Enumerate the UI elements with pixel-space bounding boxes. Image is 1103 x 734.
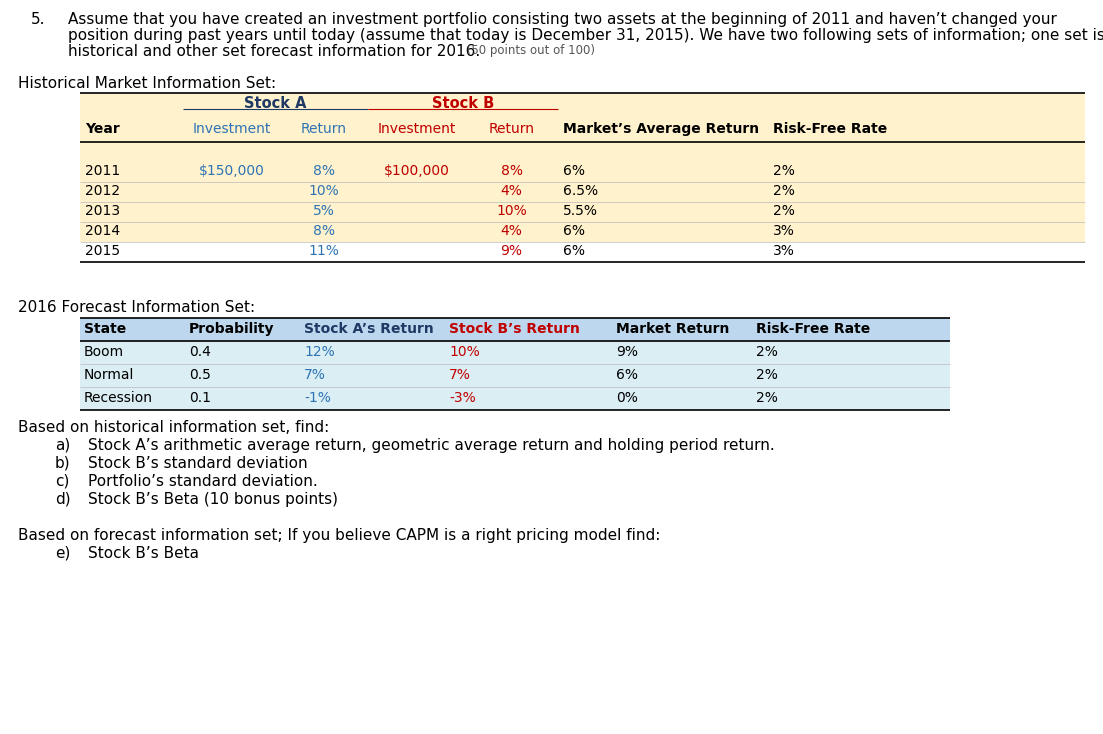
Text: 10%: 10%	[496, 204, 527, 218]
Text: 6%: 6%	[563, 244, 585, 258]
Text: State: State	[84, 322, 126, 336]
Text: Stock A: Stock A	[244, 96, 307, 111]
Text: -1%: -1%	[304, 391, 331, 405]
Text: Stock B’s Beta: Stock B’s Beta	[88, 546, 199, 561]
Text: 2%: 2%	[773, 204, 795, 218]
Text: 6%: 6%	[615, 368, 638, 382]
Text: d): d)	[55, 492, 71, 507]
Text: 0.5: 0.5	[189, 368, 211, 382]
Text: b): b)	[55, 456, 71, 471]
Text: 2%: 2%	[773, 184, 795, 198]
Text: $150,000: $150,000	[199, 164, 265, 178]
Text: Return: Return	[489, 122, 535, 136]
Text: Stock B’s Beta (10 bonus points): Stock B’s Beta (10 bonus points)	[88, 492, 338, 507]
Text: 2%: 2%	[756, 345, 778, 359]
Text: 2014: 2014	[85, 224, 120, 238]
Text: 9%: 9%	[501, 244, 523, 258]
Text: $100,000: $100,000	[384, 164, 449, 178]
Text: 7%: 7%	[304, 368, 325, 382]
Text: Investment: Investment	[192, 122, 270, 136]
Text: 2011: 2011	[85, 164, 120, 178]
Text: historical and other set forecast information for 2016.: historical and other set forecast inform…	[68, 44, 480, 59]
Text: Boom: Boom	[84, 345, 125, 359]
Text: Recession: Recession	[84, 391, 153, 405]
Text: Historical Market Information Set:: Historical Market Information Set:	[18, 76, 276, 91]
Text: 7%: 7%	[449, 368, 471, 382]
Text: 0%: 0%	[615, 391, 638, 405]
Text: 0.1: 0.1	[189, 391, 211, 405]
Text: 3%: 3%	[773, 244, 795, 258]
Text: 5.: 5.	[31, 12, 45, 27]
Text: 11%: 11%	[309, 244, 340, 258]
Text: 10%: 10%	[309, 184, 340, 198]
Text: 6.5%: 6.5%	[563, 184, 598, 198]
Text: 8%: 8%	[313, 224, 335, 238]
Text: 6%: 6%	[563, 164, 585, 178]
Text: Stock A’s arithmetic average return, geometric average return and holding period: Stock A’s arithmetic average return, geo…	[88, 438, 774, 453]
Text: Stock B’s standard deviation: Stock B’s standard deviation	[88, 456, 308, 471]
Bar	[81, 341, 950, 364]
Text: 2012: 2012	[85, 184, 120, 198]
Text: 2016 Forecast Information Set:: 2016 Forecast Information Set:	[18, 300, 255, 315]
Text: Stock A’s Return: Stock A’s Return	[304, 322, 433, 336]
Text: Probability: Probability	[189, 322, 275, 336]
Text: 2015: 2015	[85, 244, 120, 258]
Text: 4%: 4%	[501, 224, 523, 238]
Bar	[81, 318, 950, 341]
Text: e): e)	[55, 546, 71, 561]
Text: 5.5%: 5.5%	[563, 204, 598, 218]
Text: 4%: 4%	[501, 184, 523, 198]
Bar	[81, 387, 950, 410]
Text: Assume that you have created an investment portfolio consisting two assets at th: Assume that you have created an investme…	[68, 12, 1057, 27]
Text: Year: Year	[85, 122, 120, 136]
Text: 0.4: 0.4	[189, 345, 211, 359]
Text: 9%: 9%	[615, 345, 638, 359]
Text: Market’s Average Return: Market’s Average Return	[563, 122, 759, 136]
Text: Return: Return	[301, 122, 347, 136]
Text: 3%: 3%	[773, 224, 795, 238]
Text: Risk-Free Rate: Risk-Free Rate	[773, 122, 887, 136]
Text: 2013: 2013	[85, 204, 120, 218]
Text: 5%: 5%	[313, 204, 335, 218]
Text: 12%: 12%	[304, 345, 334, 359]
Text: Stock B’s Return: Stock B’s Return	[449, 322, 580, 336]
Text: Stock B: Stock B	[432, 96, 494, 111]
Text: 10%: 10%	[449, 345, 480, 359]
Text: c): c)	[55, 474, 69, 489]
Text: Normal: Normal	[84, 368, 135, 382]
Text: Market Return: Market Return	[615, 322, 729, 336]
Text: Investment: Investment	[377, 122, 456, 136]
Text: position during past years until today (assume that today is December 31, 2015).: position during past years until today (…	[68, 28, 1103, 43]
Text: 8%: 8%	[501, 164, 523, 178]
Text: 2%: 2%	[756, 391, 778, 405]
Bar	[81, 93, 1085, 242]
Text: (50 points out of 100): (50 points out of 100)	[463, 44, 595, 57]
Text: -3%: -3%	[449, 391, 475, 405]
Bar	[81, 364, 950, 387]
Text: 2%: 2%	[756, 368, 778, 382]
Text: 6%: 6%	[563, 224, 585, 238]
Text: 2%: 2%	[773, 164, 795, 178]
Text: Based on forecast information set; If you believe CAPM is a right pricing model : Based on forecast information set; If yo…	[18, 528, 661, 543]
Text: Based on historical information set, find:: Based on historical information set, fin…	[18, 420, 330, 435]
Text: Portfolio’s standard deviation.: Portfolio’s standard deviation.	[88, 474, 318, 489]
Text: a): a)	[55, 438, 71, 453]
Text: 8%: 8%	[313, 164, 335, 178]
Text: Risk-Free Rate: Risk-Free Rate	[756, 322, 870, 336]
